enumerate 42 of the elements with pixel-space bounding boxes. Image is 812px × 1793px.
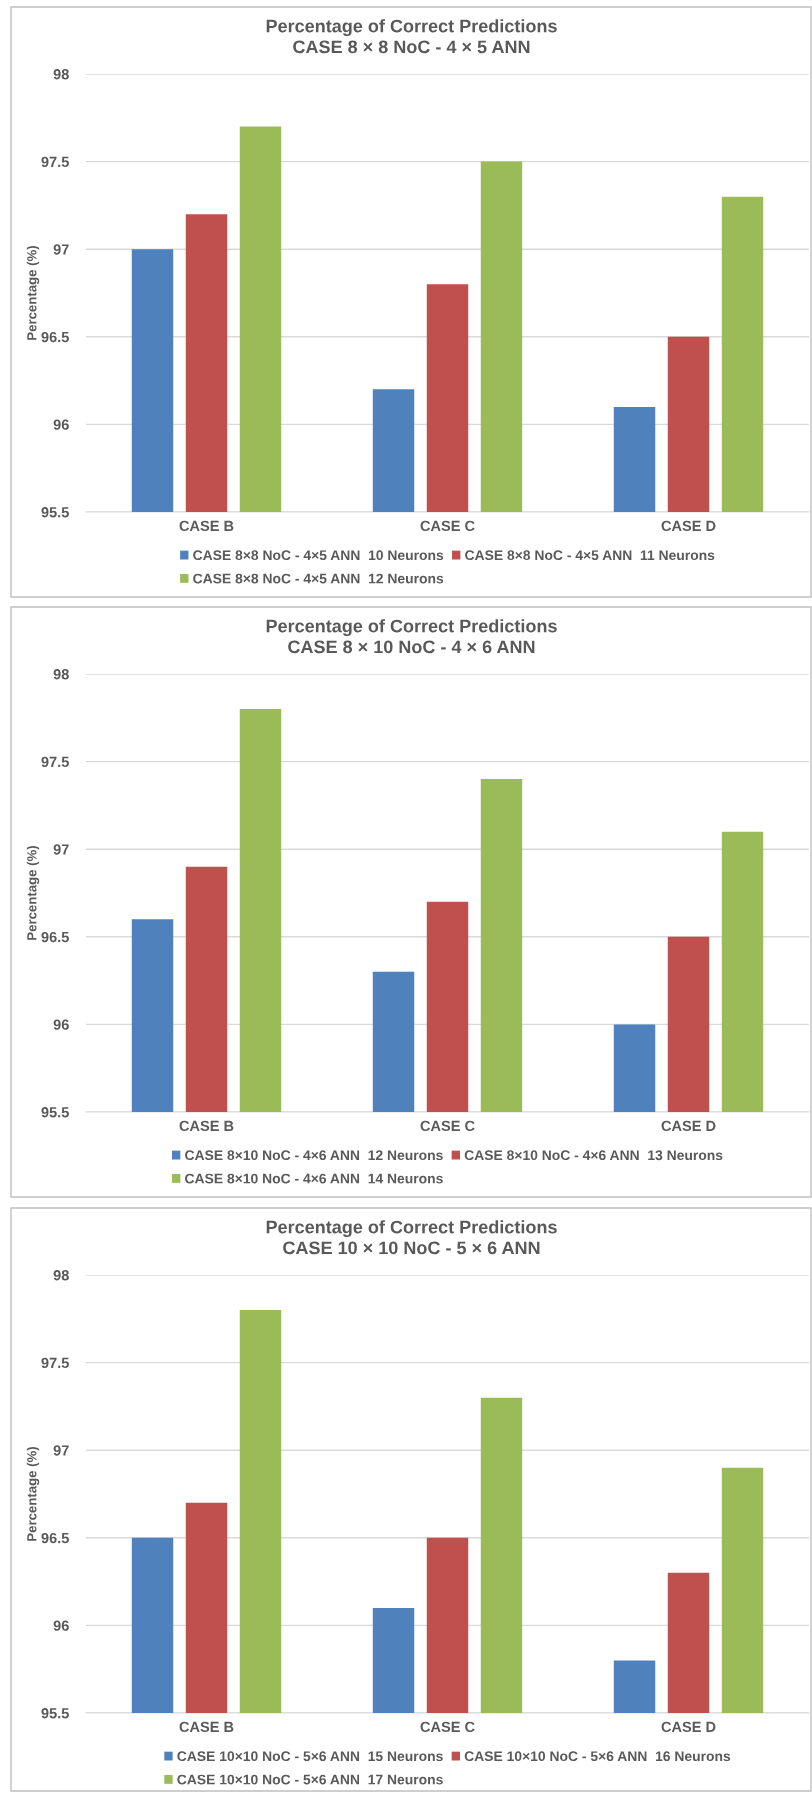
legend-label: CASE 8×8 NoC - 4×5 ANN 11 Neurons [465, 550, 715, 561]
legend-label: CASE 8×8 NoC - 4×5 ANN 10 Neurons [193, 550, 444, 561]
y-tick-label: 95.5 [41, 1708, 69, 1719]
chart-title: Percentage of Correct Predictions CASE 8 × 10 NoC - 4 × 6 ANN [266, 619, 557, 654]
x-tick-label: CASE B [179, 1721, 234, 1733]
chart-title: Percentage of Correct Predictions CASE 8 × 8 NoC - 4 × 5 ANN [266, 19, 557, 54]
legend-label: CASE 10×10 NoC - 5×6 ANN 16 Neurons [464, 1751, 731, 1762]
y-tick-label: 96 [53, 419, 69, 430]
y-tick-label: 98 [53, 669, 69, 680]
y-tick-label: 98 [53, 69, 69, 80]
y-tick-label: 96.5 [41, 931, 69, 943]
y-tick-label: 95.5 [41, 507, 69, 518]
y-tick-label: 97 [53, 244, 69, 255]
legend-label: CASE 8×10 NoC - 4×6 ANN 13 Neurons [464, 1150, 723, 1161]
y-tick-label: 98 [53, 1270, 69, 1281]
x-tick-label: CASE D [661, 1721, 716, 1733]
y-axis-title: Percentage (%) [26, 245, 40, 340]
x-tick-label: CASE C [420, 1120, 475, 1132]
legend-label: CASE 8×10 NoC - 4×6 ANN 12 Neurons [185, 1150, 443, 1161]
y-axis-title: Percentage (%) [26, 845, 40, 940]
y-tick-label: 97 [53, 1445, 69, 1456]
x-tick-label: CASE B [179, 520, 234, 532]
x-tick-label: CASE C [420, 1721, 475, 1733]
y-tick-label: 95.5 [41, 1107, 69, 1118]
y-tick-label: 97.5 [41, 1357, 69, 1369]
y-tick-label: 96 [53, 1620, 69, 1631]
legend-label: CASE 10×10 NoC - 5×6 ANN 15 Neurons [177, 1751, 443, 1762]
legend-label: CASE 8×10 NoC - 4×6 ANN 14 Neurons [185, 1173, 443, 1184]
y-tick-label: 96.5 [41, 1532, 69, 1544]
x-tick-label: CASE D [661, 1120, 716, 1132]
y-axis-title: Percentage (%) [26, 1446, 40, 1541]
x-tick-label: CASE C [420, 520, 475, 532]
y-tick-label: 97.5 [41, 756, 69, 768]
y-tick-label: 96.5 [41, 331, 69, 343]
y-tick-label: 97 [53, 844, 69, 855]
x-tick-label: CASE B [179, 1120, 234, 1132]
legend-label: CASE 10×10 NoC - 5×6 ANN 17 Neurons [177, 1774, 443, 1785]
chart-title: Percentage of Correct Predictions CASE 10 × 10 NoC - 5 × 6 ANN [266, 1220, 557, 1255]
y-tick-label: 96 [53, 1019, 69, 1030]
x-tick-label: CASE D [661, 520, 716, 532]
legend-label: CASE 8×8 NoC - 4×5 ANN 12 Neurons [193, 573, 444, 584]
y-tick-label: 97.5 [41, 156, 69, 168]
